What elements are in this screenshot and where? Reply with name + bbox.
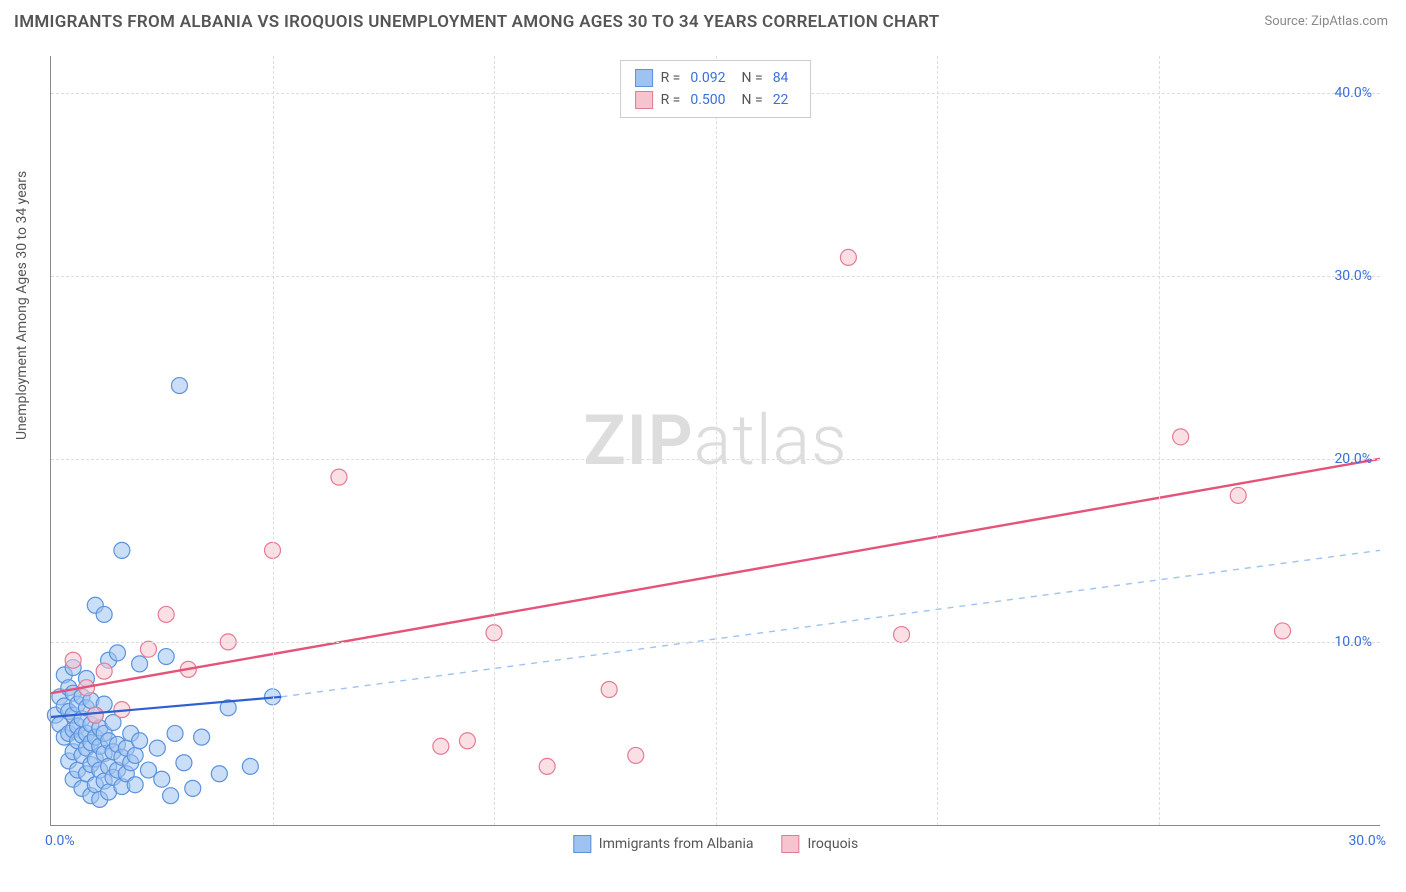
chart-title: IMMIGRANTS FROM ALBANIA VS IROQUOIS UNEM… <box>14 12 940 32</box>
legend-row-series-2: R = 0.500 N = 22 <box>635 89 797 111</box>
gridline-v <box>273 56 274 825</box>
data-point <box>433 738 449 754</box>
y-axis-label: Unemployment Among Ages 30 to 34 years <box>14 171 30 440</box>
data-point <box>194 729 210 745</box>
data-point <box>132 733 148 749</box>
data-point <box>628 747 644 763</box>
data-point <box>601 682 617 698</box>
n-label: N = <box>742 70 763 86</box>
data-point <box>211 766 227 782</box>
n-value-1: 84 <box>773 70 789 86</box>
swatch-series-2-bottom <box>782 835 800 853</box>
y-tick-label: 10.0% <box>1334 634 1372 650</box>
data-point <box>132 656 148 672</box>
x-tick-origin: 0.0% <box>45 833 75 849</box>
data-point <box>331 469 347 485</box>
data-point <box>176 755 192 771</box>
data-point <box>840 249 856 265</box>
r-label: R = <box>661 70 681 86</box>
legend-label-1: Immigrants from Albania <box>599 836 754 852</box>
gridline-v <box>716 56 717 825</box>
data-point <box>87 707 103 723</box>
data-point <box>167 725 183 741</box>
data-point <box>171 378 187 394</box>
data-point <box>894 627 910 643</box>
data-point <box>459 733 475 749</box>
data-point <box>109 645 125 661</box>
y-tick-label: 30.0% <box>1334 268 1372 284</box>
data-point <box>158 606 174 622</box>
swatch-series-1 <box>635 69 653 87</box>
legend-item-2: Iroquois <box>782 835 859 853</box>
data-point <box>96 663 112 679</box>
r-label: R = <box>661 92 681 108</box>
data-point <box>539 758 555 774</box>
data-point <box>163 788 179 804</box>
legend-row-series-1: R = 0.092 N = 84 <box>635 67 797 89</box>
y-tick-label: 20.0% <box>1334 451 1372 467</box>
plot-area: ZIPatlas R = 0.092 N = 84 R = 0.500 N = … <box>50 56 1380 826</box>
correlation-legend: R = 0.092 N = 84 R = 0.500 N = 22 <box>620 60 812 118</box>
data-point <box>96 606 112 622</box>
data-point <box>1230 487 1246 503</box>
source-attribution: Source: ZipAtlas.com <box>1264 14 1388 29</box>
data-point <box>140 641 156 657</box>
legend-item-1: Immigrants from Albania <box>573 835 754 853</box>
swatch-series-2 <box>635 91 653 109</box>
n-value-2: 22 <box>773 92 789 108</box>
data-point <box>65 652 81 668</box>
gridline-v <box>937 56 938 825</box>
data-point <box>114 542 130 558</box>
y-tick-label: 40.0% <box>1334 85 1372 101</box>
data-point <box>185 780 201 796</box>
gridline-v <box>494 56 495 825</box>
data-point <box>1275 623 1291 639</box>
data-point <box>149 740 165 756</box>
legend-label-2: Iroquois <box>808 836 859 852</box>
x-tick-end: 30.0% <box>1348 833 1386 849</box>
data-point <box>242 758 258 774</box>
gridline-v <box>1159 56 1160 825</box>
data-point <box>158 649 174 665</box>
data-point <box>1173 429 1189 445</box>
chart-container: IMMIGRANTS FROM ALBANIA VS IROQUOIS UNEM… <box>0 0 1406 892</box>
series-legend: Immigrants from Albania Iroquois <box>573 835 858 853</box>
r-value-1: 0.092 <box>690 70 725 86</box>
n-label: N = <box>742 92 763 108</box>
data-point <box>127 777 143 793</box>
swatch-series-1-bottom <box>573 835 591 853</box>
data-point <box>154 771 170 787</box>
r-value-2: 0.500 <box>690 92 725 108</box>
data-point <box>127 747 143 763</box>
